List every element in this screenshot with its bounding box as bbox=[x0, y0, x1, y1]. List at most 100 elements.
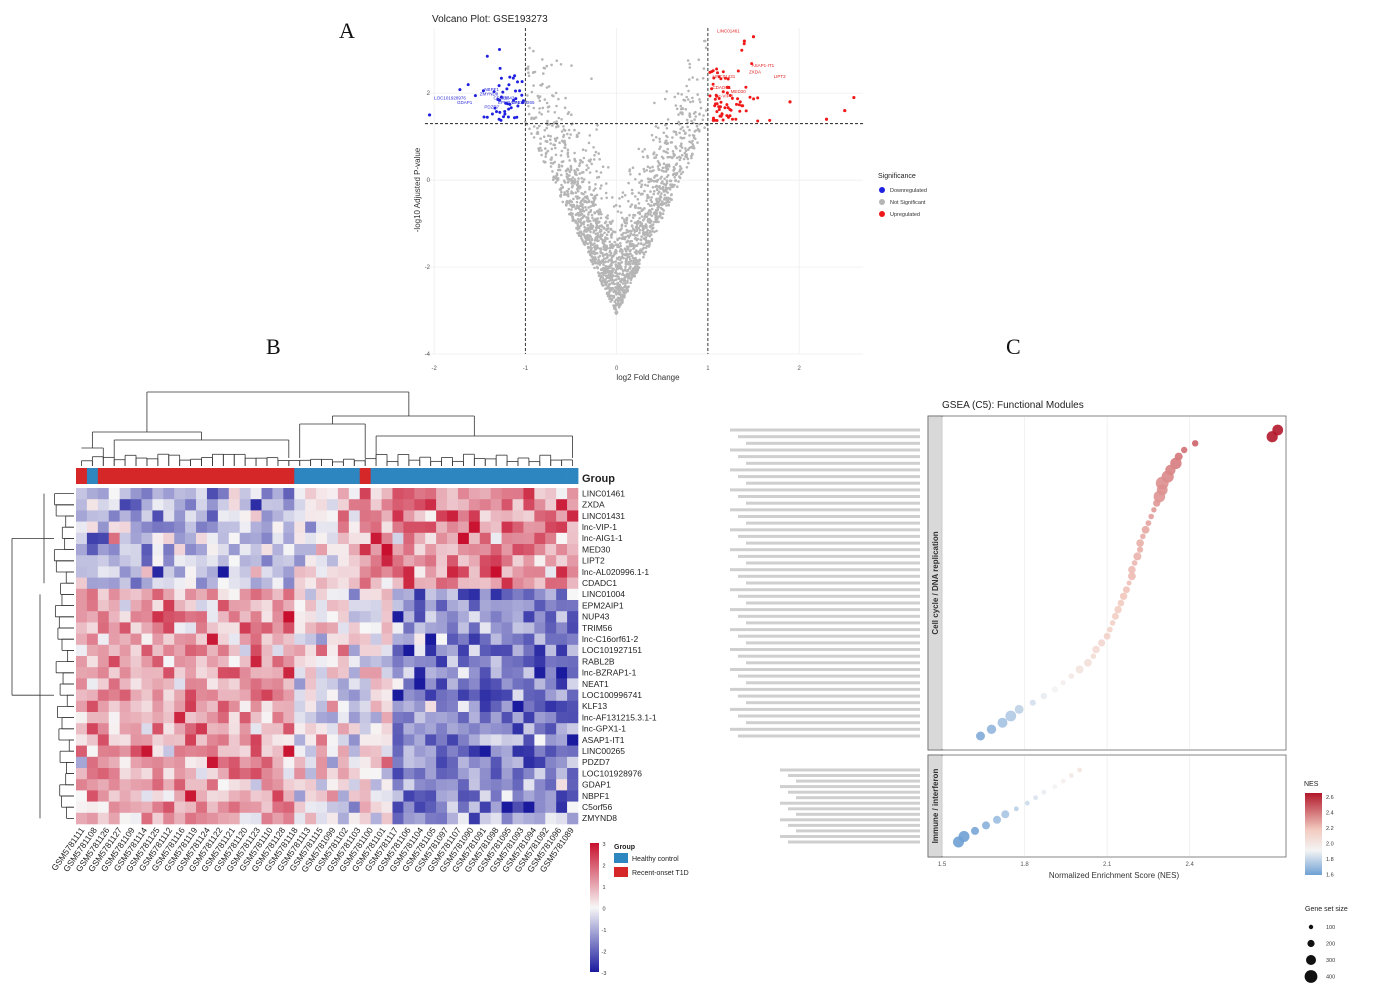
volcano-point-ns bbox=[665, 204, 668, 207]
heatmap-cell bbox=[130, 532, 142, 545]
heatmap-cell bbox=[185, 667, 197, 679]
heatmap-cell bbox=[534, 801, 546, 814]
heatmap-cell bbox=[490, 644, 502, 657]
heatmap-cell bbox=[512, 521, 524, 534]
heatmap-cell bbox=[501, 544, 513, 556]
heatmap-cell bbox=[447, 611, 459, 623]
volcano-point-ns bbox=[622, 293, 625, 297]
panel-letter-a: A bbox=[339, 18, 355, 43]
heatmap-cell bbox=[141, 611, 153, 623]
heatmap-cell bbox=[76, 768, 88, 780]
volcano-point-ns bbox=[542, 72, 545, 75]
volcano-point-ns bbox=[585, 164, 589, 167]
heatmap-cell bbox=[163, 577, 175, 590]
volcano-point-ns bbox=[551, 170, 554, 173]
heatmap-cell bbox=[501, 745, 513, 758]
volcano-point-ns bbox=[582, 178, 586, 181]
heatmap-cell bbox=[425, 689, 437, 702]
volcano-point-ns bbox=[593, 239, 597, 242]
volcano-point-ns bbox=[656, 160, 660, 163]
heatmap-cell bbox=[130, 633, 142, 646]
heatmap-cell bbox=[141, 667, 153, 679]
volcano-point-ns bbox=[641, 155, 645, 159]
heatmap-cell bbox=[119, 723, 131, 735]
heatmap-cell bbox=[152, 656, 164, 668]
volcano-point-ns bbox=[631, 271, 634, 275]
heatmap-cell bbox=[381, 667, 393, 679]
heatmap-cell bbox=[359, 667, 371, 679]
heatmap-cell bbox=[381, 656, 393, 668]
volcano-point-up bbox=[751, 35, 756, 39]
gsea-dot-immune bbox=[1041, 789, 1047, 795]
size-legend-dot bbox=[1308, 924, 1314, 930]
volcano-point-ns bbox=[645, 199, 648, 203]
heatmap-cell bbox=[163, 756, 175, 769]
heatmap-cell bbox=[163, 611, 175, 623]
heatmap-cell bbox=[337, 488, 350, 500]
volcano-point-ns bbox=[685, 166, 689, 169]
volcano-point-ns bbox=[645, 232, 648, 236]
heatmap-cell bbox=[217, 600, 230, 612]
volcano-point-ns bbox=[581, 148, 585, 151]
heatmap-cell bbox=[348, 812, 361, 825]
volcano-point-ns bbox=[587, 181, 591, 184]
heatmap-cell bbox=[545, 667, 557, 679]
heatmap-cell bbox=[76, 790, 88, 802]
heatmap-cell bbox=[370, 689, 382, 702]
heatmap-cell bbox=[316, 588, 328, 601]
heatmap-cell bbox=[174, 812, 186, 825]
volcano-point-ns bbox=[657, 205, 660, 208]
nes-legend-tick: 2.2 bbox=[1326, 826, 1334, 832]
volcano-point-ns bbox=[589, 230, 592, 234]
heatmap-cell bbox=[490, 566, 502, 578]
volcano-point-ns bbox=[579, 224, 583, 227]
volcano-point-ns bbox=[566, 155, 570, 158]
volcano-point-ns bbox=[530, 132, 533, 135]
volcano-point-up bbox=[717, 108, 721, 111]
volcano-point-ns bbox=[684, 155, 687, 158]
volcano-point-ns bbox=[667, 203, 670, 207]
volcano-point-ns bbox=[627, 262, 630, 266]
volcano-point-ns bbox=[649, 177, 652, 181]
heatmap-cell bbox=[163, 544, 175, 556]
heatmap-cell bbox=[567, 566, 579, 578]
volcano-point-ns bbox=[599, 276, 602, 279]
heatmap-gene-label: KLF13 bbox=[582, 701, 607, 711]
volcano-point-ns bbox=[685, 95, 688, 99]
heatmap-cell bbox=[217, 588, 230, 601]
heatmap-cell bbox=[76, 544, 88, 556]
heatmap-cell bbox=[534, 689, 546, 702]
gsea-term-label bbox=[738, 594, 920, 598]
volcano-point-ns bbox=[554, 181, 558, 184]
heatmap-cell bbox=[119, 510, 131, 522]
gsea-term-label bbox=[730, 508, 920, 512]
volcano-point-ns bbox=[585, 168, 588, 172]
volcano-point-ns bbox=[634, 225, 638, 229]
heatmap-cell bbox=[174, 566, 186, 578]
heatmap-cell bbox=[196, 544, 208, 556]
volcano-point-ns bbox=[611, 254, 614, 258]
heatmap-cell bbox=[359, 689, 371, 702]
gsea-dot-cellcycle bbox=[1153, 490, 1166, 503]
heatmap-cell bbox=[261, 790, 273, 802]
heatmap-cell bbox=[534, 544, 546, 556]
heatmap-cell bbox=[523, 678, 535, 690]
heatmap-cell bbox=[206, 790, 219, 802]
heatmap-cell bbox=[359, 801, 371, 814]
heatmap-cell bbox=[523, 656, 535, 668]
heatmap-cell bbox=[468, 600, 481, 612]
heatmap-cell bbox=[217, 790, 230, 802]
heatmap-cell bbox=[86, 790, 99, 802]
heatmap-cell bbox=[108, 723, 120, 735]
heatmap-cell bbox=[523, 577, 535, 590]
heatmap-cell bbox=[228, 588, 240, 601]
heatmap-cell bbox=[523, 723, 535, 735]
volcano-point-ns bbox=[586, 242, 589, 245]
heatmap-cell bbox=[414, 555, 426, 567]
heatmap-cell bbox=[283, 566, 295, 578]
heatmap-cell bbox=[512, 622, 524, 634]
volcano-point-ns bbox=[594, 232, 598, 236]
heatmap-cell bbox=[316, 689, 328, 702]
heatmap-cell bbox=[217, 700, 230, 713]
volcano-point-ns bbox=[634, 204, 637, 207]
